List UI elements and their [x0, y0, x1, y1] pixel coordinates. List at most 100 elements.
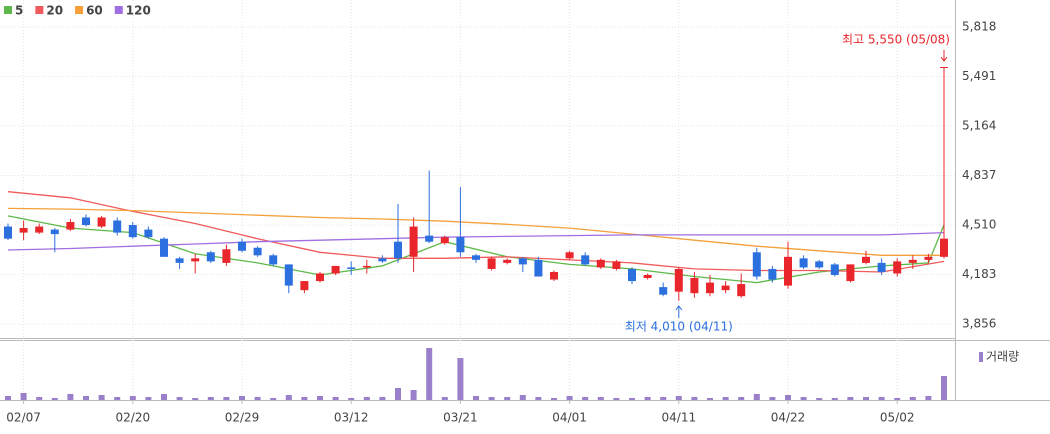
high-annotation: 최고 5,550 (05/08)	[842, 33, 950, 47]
y-tick-label: 4,837	[962, 168, 996, 182]
volume-bar	[98, 395, 105, 400]
candle-body	[628, 268, 636, 282]
candle-body	[50, 229, 59, 235]
volume-bar	[317, 396, 323, 400]
candle-body	[815, 261, 824, 268]
candle-body	[4, 226, 12, 239]
volume-bar	[613, 398, 620, 400]
candle-body	[690, 278, 699, 294]
candle-body	[269, 255, 278, 265]
candle-body	[113, 220, 122, 233]
candle-body	[440, 237, 449, 244]
volume-bar	[785, 395, 791, 400]
volume-bar	[441, 397, 448, 400]
volume-bar	[847, 397, 854, 400]
candle-body	[487, 258, 496, 269]
candle-body	[612, 261, 621, 269]
volume-bar	[660, 397, 667, 400]
volume-bar	[535, 397, 542, 400]
volume-bar	[223, 397, 230, 400]
volume-bar	[519, 395, 526, 400]
y-tick-label: 5,164	[962, 118, 996, 132]
legend-swatch	[4, 6, 12, 14]
candle-body	[175, 258, 184, 263]
candle-body	[940, 238, 948, 257]
volume-bar	[426, 348, 433, 400]
candle-body	[908, 259, 917, 263]
volume-bar	[753, 394, 760, 400]
candle-body	[191, 258, 200, 262]
volume-bar	[488, 397, 495, 400]
volume-legend-swatch	[979, 352, 983, 362]
volume-bar	[878, 397, 885, 400]
volume-bar	[285, 395, 292, 400]
candle-body	[737, 284, 746, 297]
x-tick-label: 02/20	[116, 411, 151, 425]
volume-bar	[270, 398, 277, 400]
volume-bar	[691, 397, 698, 400]
volume-bar	[816, 398, 823, 400]
volume-bar	[145, 397, 152, 400]
candle-body	[706, 282, 714, 294]
candle-body	[222, 249, 231, 263]
volume-bar	[769, 397, 776, 400]
y-tick-label: 5,818	[962, 19, 996, 33]
candle-body	[82, 217, 90, 226]
volume-bar	[800, 397, 807, 400]
candle-body	[565, 252, 574, 259]
candle-body	[784, 256, 792, 286]
legend-swatch	[75, 6, 84, 14]
candle-body	[596, 259, 605, 268]
candle-body	[347, 267, 356, 269]
candle-body	[862, 256, 870, 263]
x-tick-label: 02/29	[225, 411, 260, 425]
legend-swatch	[114, 6, 123, 14]
candle-body	[846, 264, 855, 282]
volume-bar	[629, 398, 635, 400]
volume-bar	[254, 397, 261, 400]
volume-bar	[207, 397, 214, 400]
candle-body	[409, 226, 418, 257]
volume-bar	[410, 390, 417, 400]
candle-body	[253, 247, 262, 256]
x-tick-label: 03/21	[443, 411, 478, 425]
candle-body	[300, 281, 309, 291]
volume-bar	[239, 396, 245, 400]
volume-bar	[67, 394, 74, 400]
volume-bar	[36, 397, 43, 400]
low-annotation: 최저 4,010 (04/11)	[625, 320, 733, 334]
candle-body	[35, 226, 44, 233]
candle-body	[456, 237, 465, 253]
high-arrow	[940, 50, 948, 69]
candle-body	[128, 225, 137, 238]
legend-label: 120	[126, 4, 151, 18]
volume-bar	[707, 398, 713, 400]
volume-bar	[192, 398, 199, 400]
candle-body	[924, 256, 933, 260]
volume-bar	[644, 397, 651, 400]
legend-label: 60	[86, 4, 103, 18]
volume-bar	[894, 398, 901, 400]
candle-body	[581, 255, 590, 265]
x-tick-label: 05/02	[880, 411, 915, 425]
candle-body	[503, 259, 512, 263]
candle-body	[425, 235, 434, 242]
volume-bar	[738, 397, 745, 400]
candle-body	[799, 258, 808, 268]
volume-bar	[831, 398, 838, 400]
volume-bar	[20, 393, 27, 400]
candle-body	[144, 229, 153, 238]
candle-body	[160, 238, 168, 257]
volume-bar	[551, 398, 557, 400]
candle-body	[472, 255, 480, 260]
y-tick-label: 3,856	[962, 317, 996, 331]
candle-body	[893, 261, 902, 274]
volume-bar	[675, 396, 682, 400]
candle-body	[66, 222, 75, 230]
volume-bar	[332, 397, 339, 400]
candle-body	[238, 241, 246, 251]
volume-bar	[909, 397, 916, 400]
x-tick-label: 03/12	[334, 411, 369, 425]
candle-body	[877, 262, 886, 272]
